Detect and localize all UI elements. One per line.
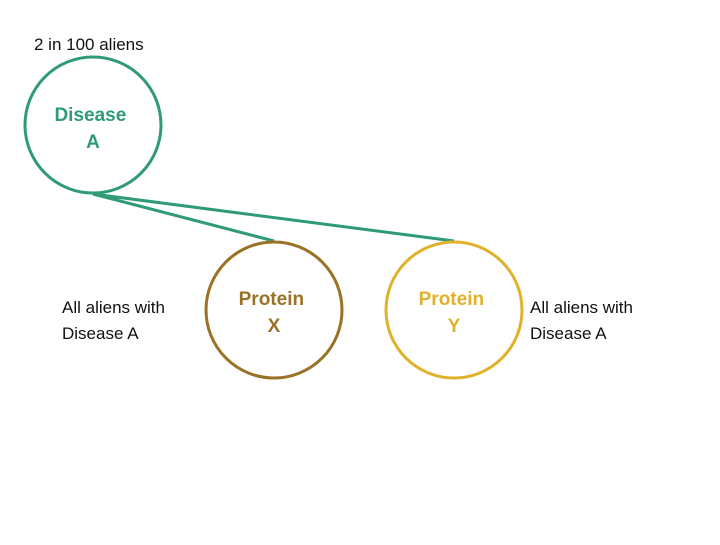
note-right-line1: All aliens with [530, 298, 633, 317]
protein-y-label: Protein Y [419, 289, 490, 337]
protein-y-label-line1: Protein [419, 289, 484, 310]
connector-disease-to-protein-y [92, 192, 455, 243]
protein-x-node [204, 240, 344, 380]
protein-x-label-line2: X [268, 316, 281, 337]
protein-y-node [384, 240, 524, 380]
note-right-line2: Disease A [530, 324, 607, 343]
note-left-line1: All aliens with [62, 298, 165, 317]
note-left-line2: Disease A [62, 324, 139, 343]
note-left: All aliens with Disease A [62, 295, 165, 347]
disease-a-label: Disease A [54, 105, 131, 153]
disease-a-label-line1: Disease [54, 105, 126, 126]
connector-disease-to-protein-x [92, 192, 275, 243]
protein-x-label-line1: Protein [239, 289, 304, 310]
disease-a-label-line2: A [86, 132, 100, 153]
top-note: 2 in 100 aliens [34, 35, 144, 54]
disease-a-node [23, 55, 163, 195]
protein-y-label-line2: Y [448, 316, 461, 337]
protein-x-label: Protein X [239, 289, 310, 337]
note-right: All aliens with Disease A [530, 295, 633, 347]
